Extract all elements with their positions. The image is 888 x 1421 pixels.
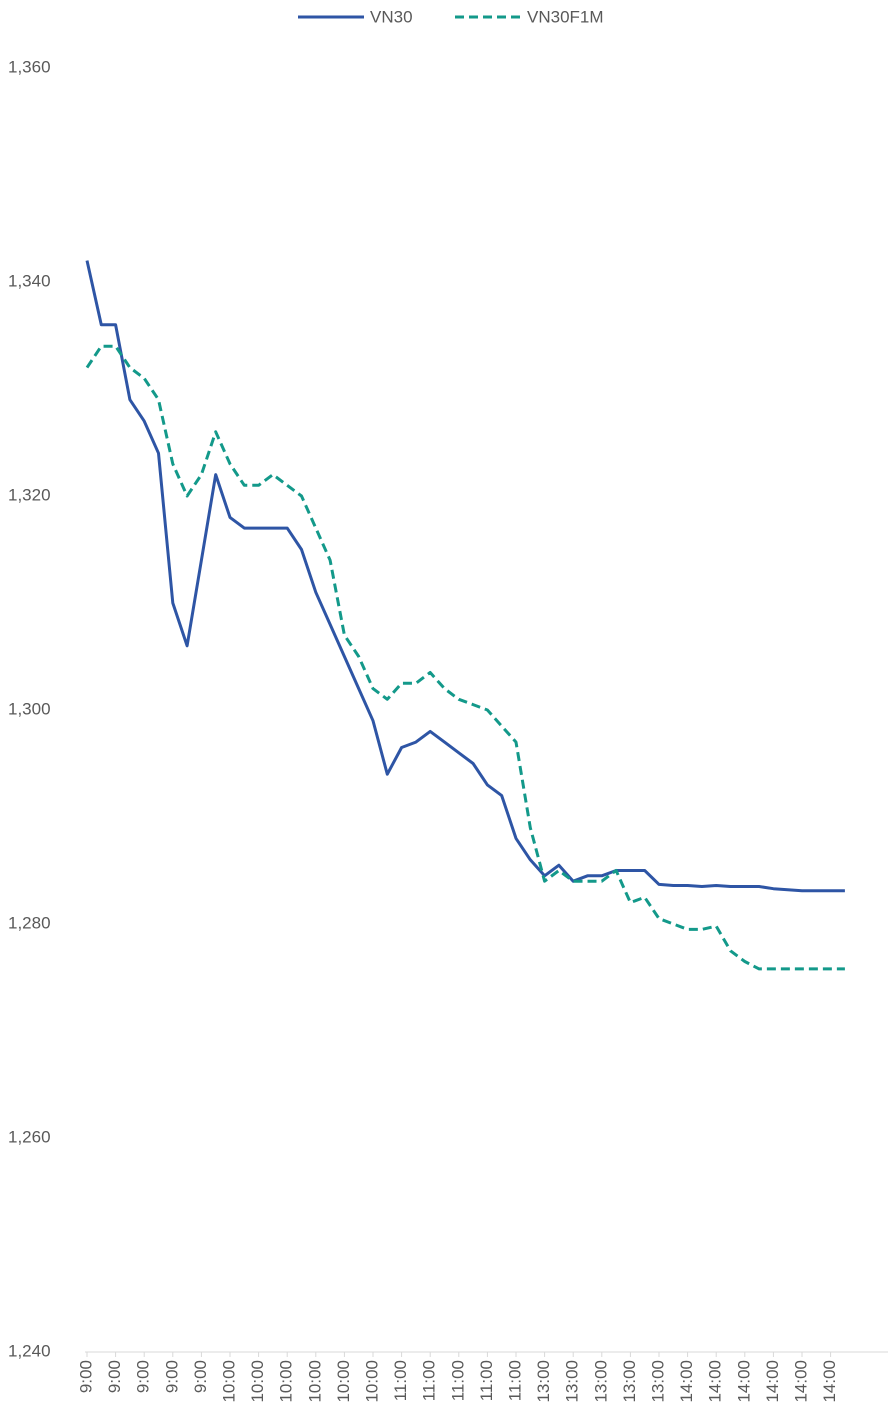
y-tick-label: 1,280 [8, 913, 51, 932]
x-tick-label: 10:00 [277, 1360, 296, 1403]
x-tick-label: 11:00 [420, 1360, 439, 1401]
x-tick-label: 14:00 [677, 1360, 696, 1403]
series-line [85, 344, 845, 971]
x-tick-label: 13:00 [563, 1360, 582, 1403]
y-tick-label: 1,260 [8, 1127, 51, 1146]
x-tick-label: 10:00 [334, 1360, 353, 1403]
x-tick-label: 14:00 [763, 1360, 782, 1403]
x-tick-label: 11:00 [448, 1360, 467, 1401]
legend-label: VN30 [370, 7, 413, 26]
x-tick-label: 9:00 [105, 1360, 124, 1393]
x-tick-label: 9:00 [162, 1360, 181, 1393]
x-tick-label: 10:00 [305, 1360, 324, 1403]
x-tick-label: 10:00 [248, 1360, 267, 1403]
x-tick-label: 13:00 [620, 1360, 639, 1403]
x-tick-label: 9:00 [191, 1360, 210, 1393]
x-tick-label: 9:00 [134, 1360, 153, 1393]
x-tick-label: 14:00 [706, 1360, 725, 1403]
x-tick-label: 14:00 [820, 1360, 839, 1403]
y-tick-label: 1,360 [8, 57, 51, 76]
x-tick-label: 13:00 [648, 1360, 667, 1403]
legend-label: VN30F1M [527, 7, 604, 26]
x-tick-label: 10:00 [219, 1360, 238, 1403]
y-tick-label: 1,340 [8, 271, 51, 290]
x-tick-label: 11:00 [505, 1360, 524, 1401]
x-tick-label: 13:00 [591, 1360, 610, 1403]
x-tick-label: 14:00 [791, 1360, 810, 1403]
series-line [85, 260, 845, 893]
x-tick-label: 10:00 [362, 1360, 381, 1403]
y-tick-label: 1,320 [8, 485, 51, 504]
x-tick-label: 14:00 [734, 1360, 753, 1403]
x-tick-label: 11:00 [391, 1360, 410, 1401]
x-tick-label: 9:00 [76, 1360, 95, 1393]
y-tick-label: 1,300 [8, 699, 51, 718]
y-tick-label: 1,240 [8, 1341, 51, 1360]
x-tick-label: 13:00 [534, 1360, 553, 1403]
x-tick-label: 11:00 [477, 1360, 496, 1401]
